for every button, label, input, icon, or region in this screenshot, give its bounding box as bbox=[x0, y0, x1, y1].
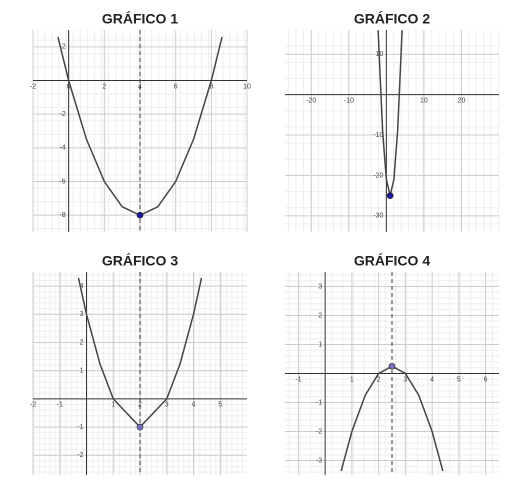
y-tick-label: -1 bbox=[77, 424, 83, 431]
y-tick-label: -2 bbox=[77, 452, 83, 459]
x-tick-label: 6 bbox=[174, 83, 178, 90]
x-tick-label: -20 bbox=[306, 97, 316, 104]
y-tick-label: -10 bbox=[373, 132, 383, 139]
y-tick-label: -6 bbox=[59, 178, 65, 185]
x-tick-label: 8 bbox=[209, 83, 213, 90]
y-tick-label: -2 bbox=[316, 428, 322, 435]
y-tick-label: -3 bbox=[316, 457, 322, 464]
y-tick-label: -4 bbox=[59, 145, 65, 152]
y-tick-label: 1 bbox=[318, 341, 322, 348]
vertex-point bbox=[136, 211, 144, 219]
x-tick-label: 3 bbox=[403, 376, 407, 383]
x-tick-label: 2 bbox=[102, 83, 106, 90]
y-tick-label: 3 bbox=[318, 283, 322, 290]
x-tick-label: -10 bbox=[344, 97, 354, 104]
x-tick-label: -1 bbox=[57, 402, 63, 409]
x-tick-label: 5 bbox=[218, 402, 222, 409]
vertex-point bbox=[386, 192, 394, 199]
y-tick-label: -20 bbox=[373, 172, 383, 179]
x-tick-label: 6 bbox=[484, 376, 488, 383]
chart-title: GRÁFICO 2 bbox=[354, 11, 430, 27]
x-tick-label: 5 bbox=[457, 376, 461, 383]
y-tick-label: -8 bbox=[59, 212, 65, 219]
chart-title: GRÁFICO 1 bbox=[102, 11, 178, 27]
y-tick-label: -1 bbox=[316, 399, 322, 406]
y-tick-label: 3 bbox=[80, 311, 84, 318]
x-tick-label: 4 bbox=[430, 376, 434, 383]
y-tick-label: 1 bbox=[80, 368, 84, 375]
x-tick-label: 20 bbox=[458, 97, 466, 104]
x-tick-label: 1 bbox=[350, 376, 354, 383]
y-tick-label: 4 bbox=[80, 283, 84, 290]
x-tick-label: -1 bbox=[295, 376, 301, 383]
x-tick-label: 4 bbox=[192, 402, 196, 409]
x-tick-label: -2 bbox=[30, 83, 36, 90]
y-tick-label: 2 bbox=[62, 44, 66, 51]
y-tick-label: 2 bbox=[80, 339, 84, 346]
y-tick-label: -30 bbox=[373, 213, 383, 220]
x-tick-label: 10 bbox=[243, 83, 251, 90]
x-tick-label: 1 bbox=[111, 402, 115, 409]
x-tick-label: 2 bbox=[377, 376, 381, 383]
y-tick-label: 2 bbox=[318, 312, 322, 319]
x-tick-label: -2 bbox=[30, 402, 36, 409]
vertex-point bbox=[388, 362, 396, 370]
y-tick-label: -2 bbox=[59, 111, 65, 118]
x-tick-label: 10 bbox=[420, 97, 428, 104]
x-tick-label: 3 bbox=[165, 402, 169, 409]
chart-title: GRÁFICO 3 bbox=[102, 253, 178, 269]
chart-title: GRÁFICO 4 bbox=[354, 253, 430, 269]
vertex-point bbox=[136, 423, 144, 431]
